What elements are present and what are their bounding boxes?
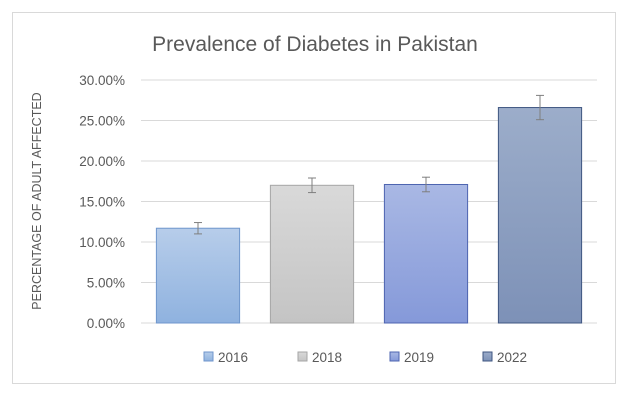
chart-frame: Prevalence of Diabetes in Pakistan 0.00%… bbox=[12, 12, 616, 384]
y-tick-label: 15.00% bbox=[79, 195, 125, 210]
error-bar-2022 bbox=[536, 94, 544, 121]
bar-2019 bbox=[383, 183, 469, 324]
bar-2016 bbox=[155, 227, 241, 324]
legend-swatch bbox=[389, 351, 400, 362]
legend-label: 2019 bbox=[404, 350, 434, 365]
legend-swatch bbox=[482, 351, 493, 362]
y-tick-label: 25.00% bbox=[79, 114, 125, 129]
legend-label: 2016 bbox=[218, 350, 248, 365]
legend-label: 2022 bbox=[497, 350, 527, 365]
legend-item-2018: 2018 bbox=[297, 350, 342, 365]
legend-item-2019: 2019 bbox=[389, 350, 434, 365]
legend-label: 2018 bbox=[312, 350, 342, 365]
y-axis-title: PERCENTAGE OF ADULT AFFECTED bbox=[30, 92, 44, 309]
legend-item-2016: 2016 bbox=[203, 350, 248, 365]
legend-swatch bbox=[203, 351, 214, 362]
y-tick-label: 30.00% bbox=[79, 73, 125, 88]
chart-title: Prevalence of Diabetes in Pakistan bbox=[152, 33, 478, 56]
y-axis-ticks: 0.00% 5.00% 10.00% 15.00% 20.00% 25.00% 30.00% bbox=[79, 73, 125, 331]
y-tick-label: 0.00% bbox=[87, 316, 125, 331]
error-bar-2016 bbox=[194, 222, 202, 235]
error-bar-2019 bbox=[422, 176, 430, 193]
bar-2018 bbox=[269, 184, 355, 324]
y-tick-label: 10.00% bbox=[79, 235, 125, 250]
legend: 2016 2018 2019 2022 bbox=[203, 350, 527, 365]
error-bar-2018 bbox=[308, 177, 316, 194]
error-bars bbox=[194, 94, 544, 235]
bar-chart: Prevalence of Diabetes in Pakistan 0.00%… bbox=[30, 33, 597, 365]
y-tick-label: 20.00% bbox=[79, 154, 125, 169]
bar-2022 bbox=[497, 107, 583, 324]
y-tick-label: 5.00% bbox=[87, 276, 125, 291]
legend-swatch bbox=[297, 351, 308, 362]
legend-item-2022: 2022 bbox=[482, 350, 527, 365]
bars bbox=[155, 107, 583, 324]
